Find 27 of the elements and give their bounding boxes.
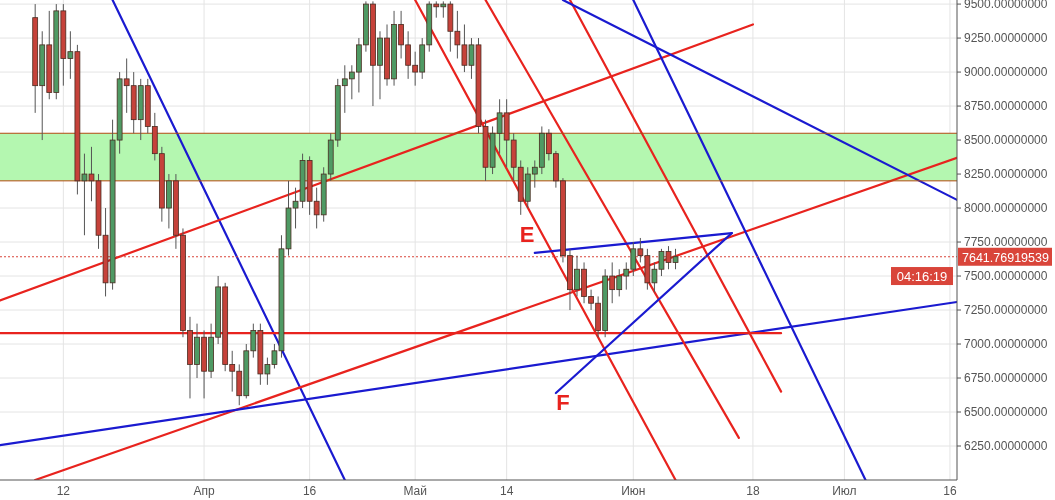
x-tick-label: 14 [499, 484, 514, 498]
y-tick-label: 8250.00000000 [964, 167, 1048, 182]
y-tick-label: 8750.00000000 [964, 99, 1048, 114]
y-tick-label: 8000.00000000 [964, 201, 1048, 216]
x-tick-label: Июл [832, 484, 857, 498]
y-tick-label: 7000.00000000 [964, 337, 1048, 352]
annotation: 04:16:19 [896, 269, 948, 285]
x-tick-label: Апр [193, 484, 215, 498]
y-tick-label: 7250.00000000 [964, 303, 1048, 318]
x-tick-label: Май [403, 484, 427, 498]
x-tick-label: 16 [943, 484, 957, 498]
y-tick-label: 9250.00000000 [964, 31, 1048, 46]
y-tick-label: 6750.00000000 [964, 371, 1048, 386]
x-tick-label: 18 [746, 484, 760, 498]
y-tick-label: 8500.00000000 [964, 133, 1048, 148]
ref-line-label: 7641.76919539 [962, 250, 1049, 265]
y-tick-label: 7500.00000000 [964, 269, 1048, 284]
x-tick-label: Июн [621, 484, 646, 498]
y-tick-label: 6250.00000000 [964, 439, 1048, 454]
annotation: F [556, 390, 570, 415]
x-tick-label: 12 [56, 484, 71, 498]
y-tick-label: 7750.00000000 [964, 235, 1048, 250]
y-tick-label: 9000.00000000 [964, 65, 1048, 80]
x-tick-label: 16 [302, 484, 317, 498]
y-tick-label: 6500.00000000 [964, 405, 1048, 420]
annotation: E [519, 222, 535, 247]
y-tick-label: 9500.00000000 [964, 0, 1048, 12]
